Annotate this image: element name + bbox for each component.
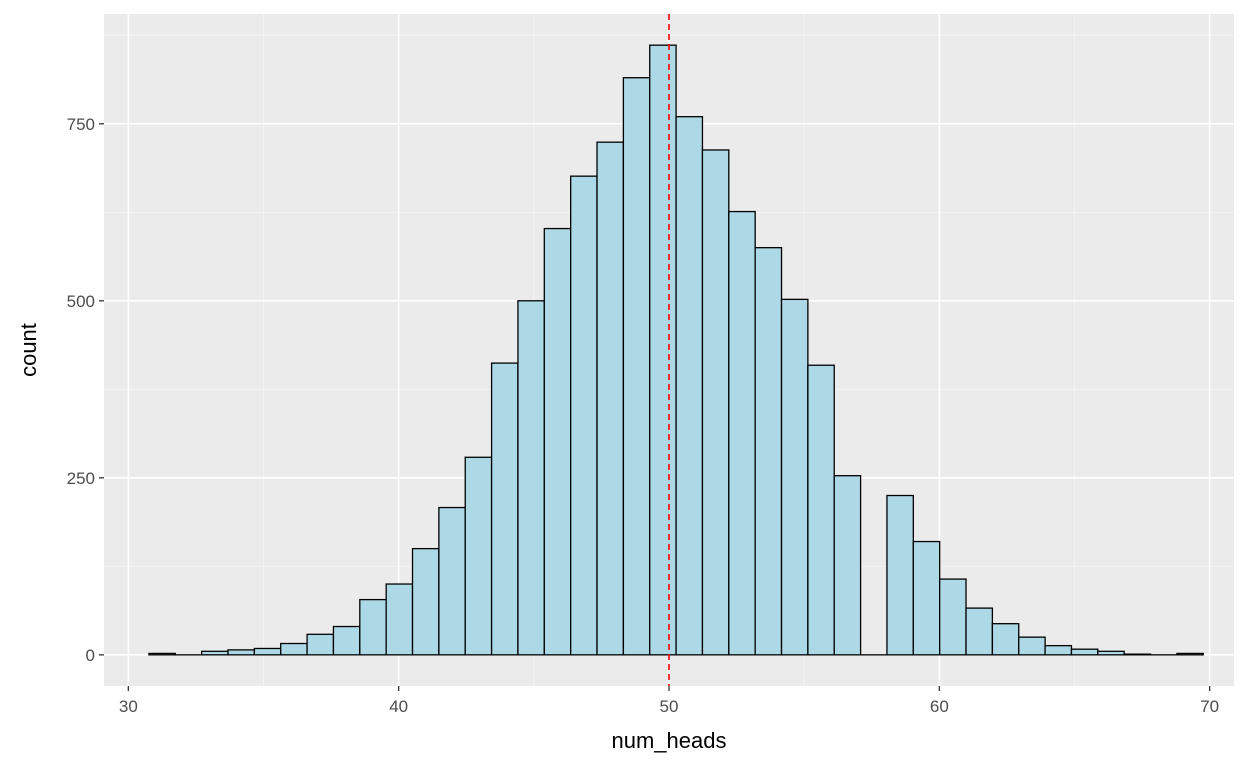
histogram-bar — [1176, 652, 1204, 656]
y-tick-label: 750 — [67, 115, 95, 134]
histogram-bar — [886, 494, 914, 656]
histogram-bar — [939, 578, 967, 656]
histogram-bar — [332, 625, 361, 656]
histogram-bar — [253, 647, 282, 656]
histogram-bar — [411, 547, 440, 656]
histogram-bar — [622, 77, 651, 656]
histogram-bar — [807, 364, 835, 656]
histogram-bar — [280, 642, 308, 656]
x-tick-label: 40 — [389, 697, 408, 716]
histogram-bar — [1070, 648, 1099, 656]
x-axis: 30 40 50 60 70 — [119, 686, 1219, 716]
x-tick-label: 70 — [1200, 697, 1219, 716]
histogram-bar — [965, 607, 994, 656]
histogram-bar — [991, 623, 1020, 656]
histogram-bar — [1018, 636, 1046, 656]
histogram-bar — [464, 456, 493, 656]
histogram-bar — [1044, 644, 1073, 656]
histogram-bar — [570, 175, 598, 656]
x-tick-label: 50 — [660, 697, 679, 716]
histogram-bar — [517, 300, 545, 656]
histogram-bar — [306, 633, 335, 656]
y-tick-label: 0 — [86, 646, 95, 665]
histogram-bar — [754, 247, 783, 656]
histogram-bar — [912, 540, 941, 656]
histogram-bar — [227, 649, 256, 656]
y-tick-label: 250 — [67, 469, 95, 488]
histogram-bar — [359, 598, 387, 656]
x-tick-label: 30 — [119, 697, 138, 716]
histogram-bar — [701, 149, 730, 656]
x-axis-title: num_heads — [612, 728, 727, 753]
y-axis: 0 250 500 750 — [67, 115, 104, 665]
histogram-bar — [148, 652, 176, 656]
x-tick-label: 60 — [930, 697, 949, 716]
histogram-bar — [201, 650, 229, 656]
histogram-bar — [728, 210, 756, 656]
histogram-bar — [1123, 653, 1152, 656]
y-axis-title: count — [16, 323, 41, 377]
histogram-bar — [490, 362, 519, 656]
histogram-bar — [438, 506, 466, 656]
histogram-bars — [148, 44, 1204, 656]
histogram-bar — [780, 298, 809, 656]
histogram-bar — [543, 227, 572, 656]
histogram-bar — [675, 116, 704, 656]
histogram-bar — [833, 475, 862, 656]
y-tick-label: 500 — [67, 292, 95, 311]
histogram-bar — [649, 44, 677, 656]
histogram-bar — [596, 141, 625, 656]
histogram-bar — [1097, 650, 1125, 656]
histogram-bar — [385, 583, 414, 656]
